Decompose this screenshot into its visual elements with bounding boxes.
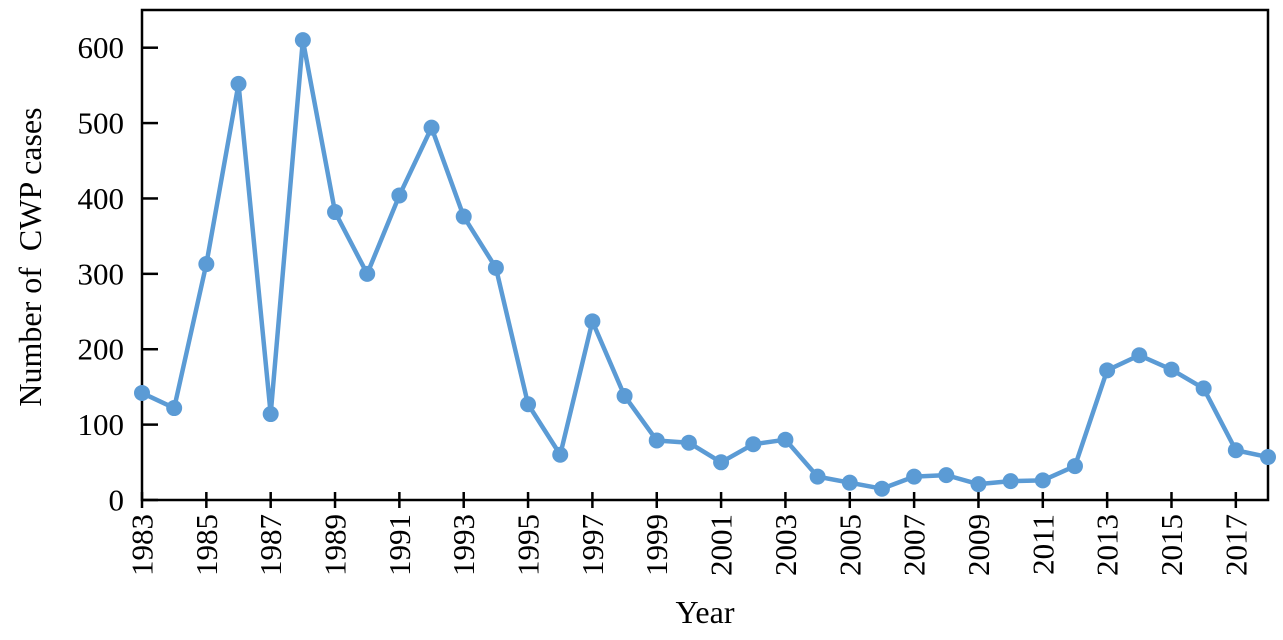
x-tick-label: 1995 <box>511 514 546 576</box>
x-tick-label: 1991 <box>382 514 417 576</box>
data-point <box>455 208 472 225</box>
data-point <box>970 476 987 493</box>
data-point <box>713 454 730 471</box>
x-tick-label: 1999 <box>639 514 674 576</box>
x-tick-label: 2005 <box>832 514 867 576</box>
data-point <box>294 32 311 49</box>
data-point <box>327 204 344 221</box>
data-point <box>1260 449 1276 466</box>
x-tick-label: 2003 <box>768 514 803 576</box>
x-tick-label: 2009 <box>961 514 996 576</box>
data-point <box>841 474 858 491</box>
data-point <box>745 436 762 453</box>
data-point <box>423 119 440 136</box>
data-point <box>906 468 923 485</box>
x-tick-label: 2017 <box>1218 514 1253 576</box>
y-tick-label: 400 <box>78 181 125 216</box>
data-point <box>166 400 183 417</box>
x-tick-label: 1997 <box>575 514 610 576</box>
plot-border <box>140 8 1270 502</box>
data-point <box>938 467 955 484</box>
data-point <box>1131 347 1148 364</box>
data-point <box>487 259 504 276</box>
data-point <box>648 432 665 449</box>
x-tick-label: 1989 <box>318 514 353 576</box>
x-tick-label: 2011 <box>1025 514 1060 575</box>
data-point <box>262 406 279 423</box>
data-point <box>1034 472 1051 489</box>
data-point <box>1195 380 1212 397</box>
x-axis-title: Year <box>675 594 735 630</box>
data-point <box>552 446 569 463</box>
data-point <box>1227 442 1244 459</box>
data-point <box>1163 361 1180 378</box>
x-tick-label: 1985 <box>189 514 224 576</box>
data-point <box>584 313 601 330</box>
y-tick-label: 200 <box>78 332 125 367</box>
x-tick-label: 1983 <box>125 514 160 576</box>
y-tick-label: 500 <box>78 106 125 141</box>
data-point <box>1066 458 1083 475</box>
x-tick-label: 2001 <box>704 514 739 576</box>
x-tick-label: 2015 <box>1154 514 1189 576</box>
data-point <box>1002 473 1019 490</box>
data-point <box>777 431 794 448</box>
y-tick-label: 600 <box>78 30 125 65</box>
data-point <box>616 387 633 404</box>
y-axis-title: Number of CWP cases <box>12 107 48 407</box>
x-tick-label: 2013 <box>1090 514 1125 576</box>
data-point <box>359 265 376 282</box>
data-point <box>809 468 826 485</box>
data-point <box>134 384 150 401</box>
data-point <box>1099 362 1116 379</box>
x-tick-label: 2007 <box>897 514 932 576</box>
y-tick-label: 300 <box>78 256 125 291</box>
x-tick-label: 1987 <box>253 514 288 576</box>
data-point <box>520 396 537 413</box>
x-tick-label: 1993 <box>446 514 481 576</box>
data-point <box>198 256 215 273</box>
series-line <box>139 37 1271 491</box>
data-point <box>391 187 408 204</box>
data-point <box>680 434 697 451</box>
data-point <box>873 480 890 497</box>
y-tick-label: 0 <box>109 483 125 518</box>
data-point <box>230 75 247 92</box>
y-tick-label: 100 <box>78 407 125 442</box>
